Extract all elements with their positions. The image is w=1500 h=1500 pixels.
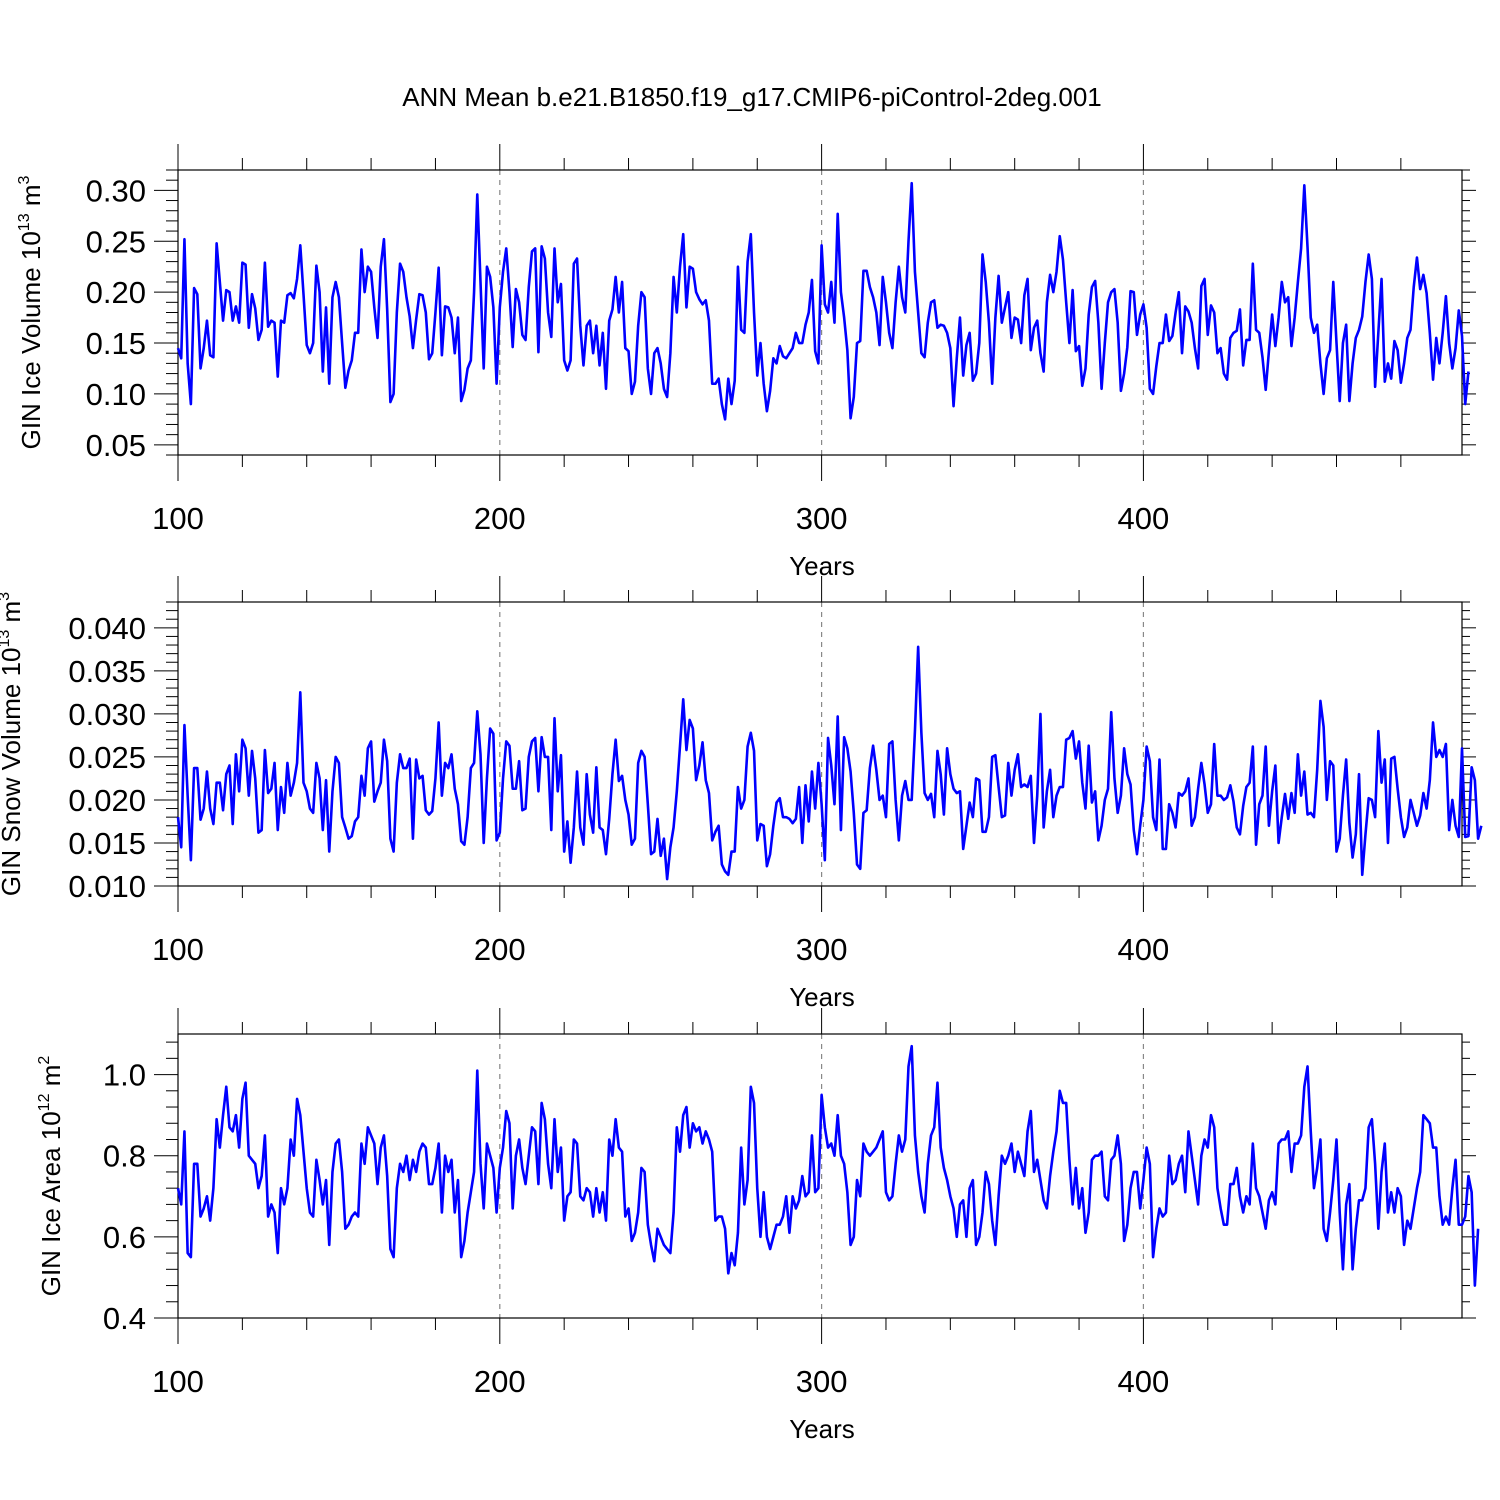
y-tick-label: 0.6	[103, 1220, 146, 1255]
y-axis-title-main: GIN Snow Volume 10	[0, 648, 26, 897]
x-tick-label: 400	[1118, 1364, 1170, 1399]
y-axis-title-exponent: 13	[0, 630, 13, 648]
y-axis-title-unit: m	[16, 184, 46, 213]
plot-frame	[177, 601, 1463, 887]
chart-panel-3: 100 200 300 400 0.4 0.6 0.8 1.0 Years GIN Ice Are…	[36, 1008, 1480, 1444]
y-tick-label: 0.30	[86, 173, 146, 208]
x-tick-label: 400	[1118, 501, 1170, 536]
y-axis-title-exponent: 13	[16, 213, 33, 231]
y-tick-label: 0.4	[103, 1301, 146, 1336]
y-tick-label: 0.05	[86, 428, 146, 463]
y-tick-label: 0.040	[68, 611, 146, 646]
x-axis-title: Years	[789, 1414, 855, 1444]
y-axis-title-main: GIN Ice Volume 10	[16, 231, 46, 449]
series-line	[176, 645, 1483, 881]
chart-panel-2: 100 200 300 400 0.010 0.015 0.020 0.025 0.030 0.0…	[0, 576, 1483, 1012]
x-tick-label: 300	[796, 1364, 848, 1399]
x-tick-label: 400	[1118, 932, 1170, 967]
x-tick-label: 100	[152, 1364, 204, 1399]
y-tick-label: 0.15	[86, 326, 146, 361]
y-tick-label: 0.035	[68, 654, 146, 689]
y-tick-label: 0.10	[86, 377, 146, 412]
chart-panel-1: 100 200 300 4000.050.100.150.200.250.30Year…	[16, 144, 1476, 581]
chart-title: ANN Mean b.e21.B1850.f19_g17.CMIP6-piCon…	[402, 82, 1102, 112]
x-tick-label: 100	[152, 501, 204, 536]
y-axis-title-unit: m	[36, 1065, 66, 1094]
y-tick-label: 0.25	[86, 224, 146, 259]
y-axis-title-unit-exponent: 3	[16, 175, 33, 184]
y-axis-title-unit-exponent: 2	[36, 1056, 53, 1065]
x-tick-label: 300	[796, 501, 848, 536]
x-tick-label: 200	[474, 932, 526, 967]
x-tick-label: 200	[474, 1364, 526, 1399]
y-tick-label: 1.0	[103, 1058, 146, 1093]
x-tick-label: 100	[152, 932, 204, 967]
x-tick-label: 200	[474, 501, 526, 536]
y-axis-title-exponent: 12	[36, 1093, 53, 1111]
x-axis-title: Years	[789, 982, 855, 1012]
y-tick-label: 0.020	[68, 783, 146, 818]
y-axis-title: GIN Snow Volume 1013 m3	[0, 592, 26, 896]
y-tick-label: 0.010	[68, 869, 146, 904]
series-line	[176, 181, 1470, 421]
y-axis-title-main: GIN Ice Area 10	[36, 1111, 66, 1296]
y-tick-label: 0.030	[68, 697, 146, 732]
y-axis-title: GIN Ice Volume 1013 m3	[16, 175, 46, 449]
y-axis-title-unit: m	[0, 601, 26, 630]
y-tick-label: 0.8	[103, 1139, 146, 1174]
x-tick-label: 300	[796, 932, 848, 967]
plot-frame	[177, 1033, 1463, 1319]
y-tick-label: 0.20	[86, 275, 146, 310]
y-axis-title-unit-exponent: 3	[0, 592, 13, 601]
y-axis-title: GIN Ice Area 1012 m2	[36, 1056, 66, 1297]
series-line	[176, 1044, 1480, 1287]
y-tick-label: 0.025	[68, 740, 146, 775]
y-tick-label: 0.015	[68, 826, 146, 861]
